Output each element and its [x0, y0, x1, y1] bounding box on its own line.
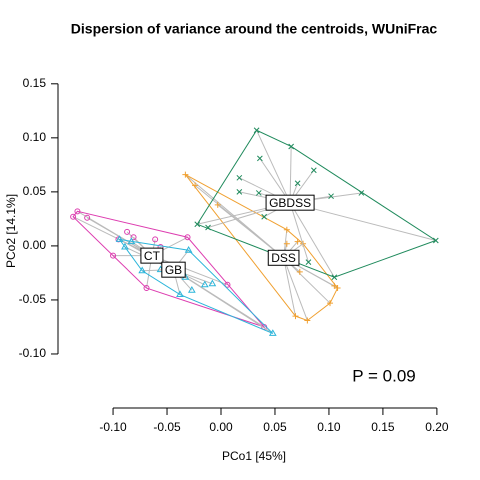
- point: [214, 201, 221, 208]
- point: [236, 174, 243, 181]
- x-tick-label: 0.10: [317, 420, 341, 434]
- x-tick-label: 0.05: [263, 420, 287, 434]
- centroid-label: CT: [140, 247, 164, 264]
- y-tick-label: -0.05: [19, 292, 47, 306]
- point: [184, 234, 191, 241]
- point: [331, 274, 338, 281]
- point: [138, 266, 147, 274]
- point: [296, 268, 303, 275]
- point: [236, 189, 243, 195]
- x-tick-label: 0.15: [371, 420, 395, 434]
- centroid-box: [265, 194, 315, 211]
- point: [70, 213, 77, 220]
- centroid-segment: [289, 202, 309, 263]
- point: [200, 280, 209, 288]
- centroid-box: [161, 261, 186, 278]
- point: [358, 190, 365, 196]
- hull: [118, 238, 274, 334]
- centroid-name: GBDSS: [269, 196, 311, 210]
- x-tick-label: 0.00: [209, 420, 233, 434]
- hull: [72, 210, 266, 328]
- point: [143, 285, 150, 292]
- x-tick-label: -0.10: [99, 420, 127, 434]
- annotation: P = 0.09: [352, 366, 416, 385]
- point: [327, 300, 334, 307]
- chart-title: Dispersion of variance around the centro…: [71, 21, 438, 37]
- point: [127, 237, 136, 245]
- centroid-segment: [283, 257, 308, 321]
- point: [253, 127, 260, 134]
- centroid-name: DSS: [271, 251, 296, 265]
- point: [205, 224, 211, 231]
- point: [74, 208, 81, 215]
- point: [110, 252, 117, 259]
- point: [182, 171, 189, 178]
- centroid-segment: [283, 257, 296, 317]
- point: [257, 155, 263, 162]
- point: [192, 182, 199, 189]
- point: [294, 238, 301, 245]
- centroid-label: DSS: [267, 249, 300, 266]
- point: [224, 281, 231, 288]
- point: [187, 286, 196, 293]
- point: [305, 259, 312, 265]
- x-tick-label: -0.05: [153, 420, 181, 434]
- point: [152, 236, 159, 243]
- hull: [184, 174, 339, 322]
- centroid-name: GB: [165, 263, 182, 277]
- point: [288, 143, 295, 150]
- centroid-name: CT: [144, 249, 161, 263]
- point: [124, 228, 131, 235]
- point: [261, 213, 268, 220]
- y-tick-label: 0.10: [23, 130, 47, 144]
- point: [208, 279, 217, 287]
- centroid-box: [267, 249, 300, 266]
- point: [331, 282, 338, 289]
- point: [115, 235, 124, 242]
- centroid-label: GBDSS: [265, 194, 315, 211]
- point: [84, 214, 91, 221]
- centroid-segment: [217, 204, 284, 259]
- hull: [196, 129, 437, 278]
- point: [328, 193, 334, 200]
- y-tick-label: 0.00: [23, 238, 47, 252]
- point: [283, 240, 290, 247]
- point: [310, 167, 317, 174]
- x-tick-label: 0.20: [425, 420, 449, 434]
- y-axis-label: PCo2 [14.1%]: [4, 194, 18, 268]
- y-tick-label: -0.10: [19, 346, 47, 360]
- centroid-segment: [289, 202, 335, 278]
- point: [432, 237, 439, 244]
- y-tick-label: 0.05: [23, 184, 47, 198]
- centroid-segment: [173, 269, 274, 334]
- point: [283, 226, 290, 233]
- centroid-segment: [151, 255, 228, 286]
- point: [334, 285, 341, 292]
- y-tick-label: 0.15: [23, 76, 47, 90]
- point: [184, 246, 193, 253]
- centroid-box: [140, 247, 164, 264]
- point: [130, 234, 137, 241]
- point: [304, 317, 311, 324]
- point: [194, 221, 201, 228]
- centroid-label: GB: [161, 261, 186, 278]
- point: [294, 180, 301, 187]
- centroid-segment: [256, 130, 291, 203]
- point: [176, 290, 184, 298]
- point: [268, 329, 277, 336]
- point: [121, 242, 129, 250]
- point: [292, 313, 299, 320]
- point: [255, 190, 262, 196]
- x-axis-label: PCo1 [45%]: [222, 449, 286, 463]
- centroid-segment: [289, 146, 292, 203]
